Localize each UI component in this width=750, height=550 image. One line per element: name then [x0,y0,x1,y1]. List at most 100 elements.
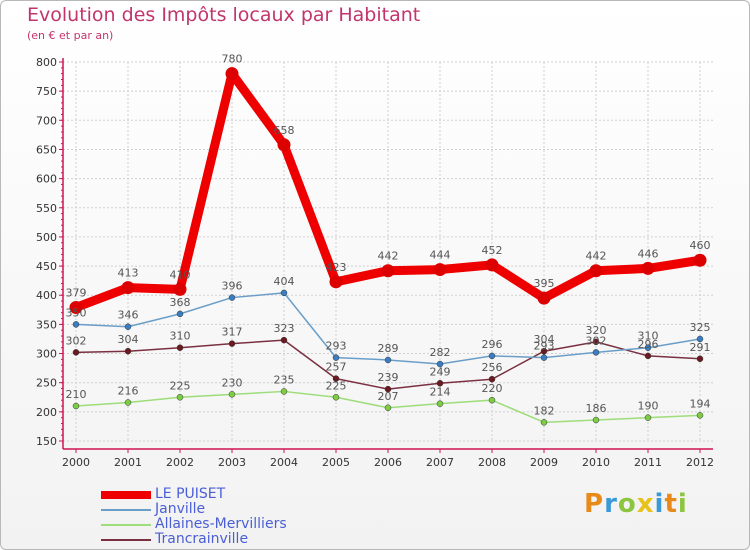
y-tick-label: 750 [36,85,57,98]
data-point [228,340,236,347]
data-label: 396 [222,280,243,293]
data-label: 216 [118,385,139,398]
data-label: 304 [534,333,555,346]
y-tick-label: 350 [36,318,57,331]
data-label: 190 [638,400,659,413]
data-point [228,294,236,301]
data-label: 296 [482,338,503,351]
data-label: 780 [222,53,243,66]
data-point [124,399,132,406]
data-label: 249 [430,365,451,378]
data-point [693,253,707,267]
x-tick-label: 2000 [62,456,90,469]
data-point [592,338,600,346]
logo-letter: i [654,489,665,519]
data-point [537,291,551,305]
y-tick-label: 300 [36,348,57,361]
data-label: 444 [430,249,451,262]
data-label: 256 [482,361,503,374]
data-label: 235 [274,373,295,386]
data-label: 293 [326,340,347,353]
data-label: 325 [690,321,711,334]
y-tick-label: 600 [36,173,57,186]
x-tick-label: 2001 [114,456,142,469]
data-point [280,336,288,344]
data-label: 239 [378,371,399,384]
data-label: 186 [586,402,607,415]
data-point [436,360,444,368]
data-label: 350 [66,306,87,319]
legend-swatch-trancrainville [101,539,151,541]
legend-swatch-janville [101,509,151,511]
data-point [384,356,392,364]
x-tick-label: 2002 [166,456,194,469]
data-label: 317 [222,326,243,339]
data-point [592,416,600,424]
data-point [280,289,288,297]
data-point [176,344,184,351]
data-label: 442 [378,250,399,263]
data-point [540,419,548,426]
data-label: 452 [482,244,503,257]
data-label: 210 [66,388,87,401]
data-label: 658 [274,124,295,137]
data-label: 446 [638,247,659,260]
y-tick-label: 800 [36,56,57,69]
data-label: 310 [638,330,659,343]
data-point [488,375,496,383]
data-point [488,396,496,404]
data-point [332,394,340,401]
data-point [641,261,655,275]
data-label: 323 [274,322,295,335]
data-point [696,355,704,363]
y-tick-label: 700 [36,114,57,127]
data-label: 302 [66,334,87,347]
data-label: 230 [222,376,243,389]
data-point [485,258,499,272]
data-point [332,354,340,361]
data-point [696,335,704,343]
data-label: 413 [118,267,139,280]
legend-swatch-allaines-mervilliers [101,524,151,526]
data-label: 320 [586,324,607,337]
data-point [277,138,291,152]
proxiti-logo: Proxiti [584,489,688,519]
data-label: 423 [326,261,347,274]
x-tick-label: 2007 [426,456,454,469]
data-label: 289 [378,342,399,355]
data-point [540,354,548,361]
y-tick-label: 550 [36,202,57,215]
data-point [644,344,652,351]
data-label: 282 [430,346,451,359]
logo-letter: t [664,489,678,519]
data-point [436,380,444,387]
logo-letter: x [636,489,655,519]
data-label: 293 [534,340,555,353]
data-point [644,414,652,421]
data-point [124,323,132,330]
data-label: 379 [66,286,87,299]
data-point [69,300,83,314]
data-label: 225 [326,379,347,392]
data-point [176,394,184,401]
x-tick-label: 2004 [270,456,298,469]
data-label: 194 [690,397,711,410]
data-point [696,412,704,419]
y-tick-label: 400 [36,289,57,302]
data-point [540,347,548,355]
data-point [72,349,80,356]
y-tick-label: 450 [36,260,57,273]
data-label: 395 [534,277,555,290]
data-label: 368 [170,296,191,309]
data-point [384,404,392,412]
legend-label-trancrainville: Trancrainville [155,531,249,547]
data-label: 410 [170,268,191,281]
data-point [592,349,600,356]
data-point [124,347,132,355]
data-point [436,400,444,407]
data-point [644,352,652,360]
y-tick-label: 250 [36,377,57,390]
data-point [176,310,184,318]
legend-label-le-puiset: LE PUISET [155,486,226,502]
